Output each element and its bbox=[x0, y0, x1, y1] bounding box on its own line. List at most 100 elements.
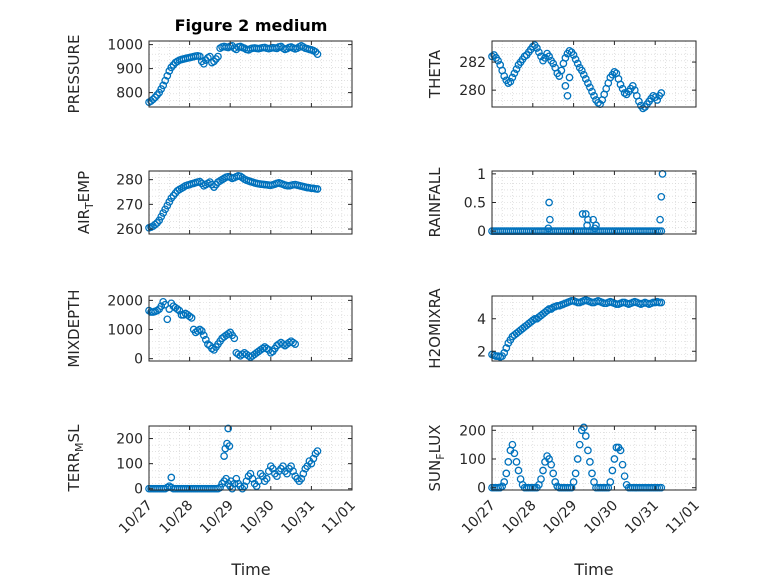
data-point bbox=[584, 446, 592, 455]
data-point bbox=[561, 54, 570, 62]
y-tick-label: 0 bbox=[477, 224, 486, 240]
axes-frame bbox=[148, 295, 353, 362]
data-point bbox=[545, 52, 553, 61]
y-axis-label: SUNFLUX bbox=[426, 425, 447, 492]
data-point bbox=[579, 423, 588, 432]
data-point bbox=[569, 51, 578, 59]
data-point bbox=[657, 298, 666, 307]
data-point bbox=[569, 478, 578, 486]
y-tick-label: 280 bbox=[459, 83, 486, 99]
data-point bbox=[610, 68, 619, 76]
data-point bbox=[590, 91, 598, 100]
axes-frame bbox=[491, 295, 697, 362]
data-point bbox=[628, 82, 637, 90]
x-tick-label: 10/31 bbox=[622, 498, 662, 538]
data-point bbox=[588, 87, 596, 96]
y-tick-label: 900 bbox=[116, 62, 143, 78]
y-tick-label: 800 bbox=[116, 86, 143, 102]
data-point bbox=[514, 466, 523, 475]
y-tick-label: 200 bbox=[116, 432, 143, 448]
data-point bbox=[307, 459, 316, 468]
data-point bbox=[512, 458, 521, 466]
data-point bbox=[157, 212, 166, 221]
y-axis-label-tail: EMP bbox=[75, 171, 93, 202]
data-point bbox=[195, 177, 204, 186]
data-point bbox=[512, 65, 521, 73]
data-point bbox=[149, 95, 157, 104]
data-point bbox=[159, 209, 168, 217]
y-tick-label: 100 bbox=[459, 452, 486, 468]
data-point bbox=[225, 442, 234, 450]
data-point bbox=[313, 447, 322, 455]
data-point bbox=[230, 334, 239, 343]
x-tick-label: 10/30 bbox=[581, 498, 621, 538]
data-point bbox=[584, 79, 592, 87]
data-point bbox=[653, 96, 662, 104]
data-point bbox=[543, 306, 551, 315]
data-point bbox=[657, 483, 666, 492]
y-axis-label: H2OMIXRA bbox=[426, 288, 444, 369]
data-point bbox=[547, 460, 556, 469]
data-point bbox=[224, 424, 233, 433]
data-point bbox=[616, 80, 625, 89]
data-point bbox=[155, 216, 164, 225]
data-point bbox=[606, 478, 615, 486]
data-point bbox=[635, 97, 643, 106]
x-tick-label: 10/28 bbox=[157, 498, 197, 538]
data-point bbox=[549, 469, 558, 478]
x-tick-label: 10/29 bbox=[197, 498, 237, 538]
x-axis-label-right: Time bbox=[573, 560, 613, 579]
data-point bbox=[563, 91, 572, 100]
data-point bbox=[500, 478, 509, 486]
y-axis-label: AIRTEMP bbox=[75, 171, 96, 234]
axes-frame bbox=[491, 40, 697, 108]
y-tick-label: 0.5 bbox=[464, 196, 486, 212]
data-point bbox=[500, 72, 509, 80]
data-point bbox=[575, 440, 584, 449]
y-tick-label: 270 bbox=[116, 197, 143, 213]
data-point bbox=[163, 71, 172, 80]
data-point bbox=[151, 220, 159, 229]
subplot-terr_msl: 0 100 200 TERRMSL 10/27 10/28 10/29 10/30 10/31 1… bbox=[65, 424, 359, 537]
data-point bbox=[573, 59, 582, 68]
subplot-air_temp: 260 270 280 AIRTEMP bbox=[75, 170, 353, 238]
data-point bbox=[163, 201, 172, 210]
data-point bbox=[252, 482, 261, 491]
data-point bbox=[620, 89, 629, 97]
data-point bbox=[545, 198, 553, 207]
data-point bbox=[167, 473, 176, 482]
data-point bbox=[273, 472, 281, 481]
y-axis-label-main: THETA bbox=[426, 49, 444, 99]
data-point bbox=[287, 462, 295, 471]
y-axis-label: THETA bbox=[426, 49, 444, 99]
y-tick-label: 2000 bbox=[107, 293, 143, 309]
data-point bbox=[578, 210, 587, 218]
data-point bbox=[240, 482, 249, 491]
data-point bbox=[579, 70, 588, 79]
subplot-pressure: 800 900 1000 PRESSURE bbox=[65, 35, 353, 114]
y-axis-label: RAINFALL bbox=[426, 167, 444, 238]
data-point bbox=[544, 224, 553, 233]
x-tick-label: 10/27 bbox=[116, 498, 156, 538]
data-point bbox=[227, 477, 235, 486]
data-point bbox=[506, 77, 515, 86]
data-point bbox=[173, 305, 182, 313]
data-point bbox=[299, 469, 308, 478]
axes-frame bbox=[148, 425, 353, 491]
y-tick-label: 282 bbox=[459, 55, 486, 71]
y-axis-label-sub: F bbox=[434, 453, 447, 459]
y-tick-label: 1000 bbox=[107, 323, 143, 339]
data-point bbox=[508, 440, 517, 449]
data-point bbox=[547, 305, 556, 313]
y-tick-label: 1 bbox=[477, 167, 486, 183]
y-axis-label-sub: T bbox=[83, 202, 96, 210]
y-tick-label: 0 bbox=[477, 481, 486, 497]
data-point bbox=[657, 192, 666, 201]
data-point bbox=[161, 205, 170, 214]
y-axis-label: PRESSURE bbox=[65, 35, 83, 114]
y-tick-label: 100 bbox=[116, 457, 143, 473]
data-point bbox=[588, 469, 596, 478]
data-point bbox=[583, 221, 591, 230]
data-point bbox=[224, 330, 233, 338]
x-tick-label: 10/30 bbox=[238, 498, 278, 538]
